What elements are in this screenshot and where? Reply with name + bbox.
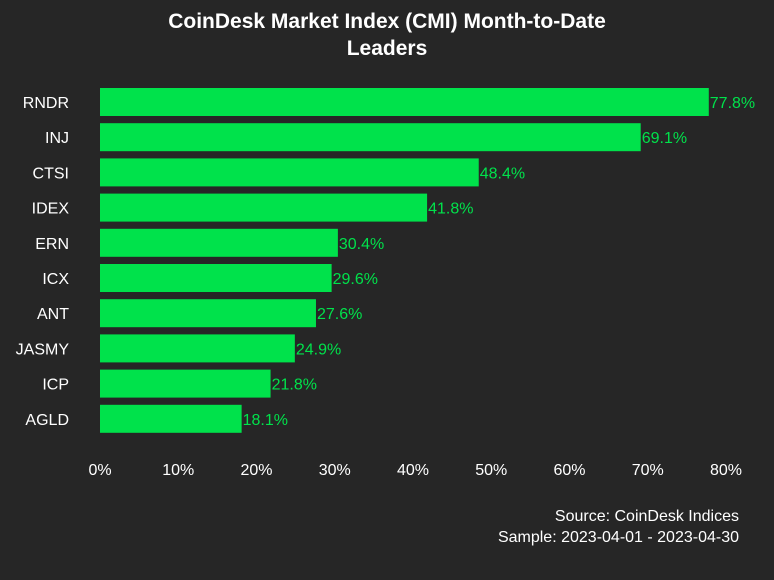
bar-idex	[100, 193, 428, 222]
x-tick-label-60: 60%	[553, 462, 585, 479]
x-tick-label-20: 20%	[240, 462, 272, 479]
value-label-ctsi: 48.4%	[480, 165, 525, 182]
value-label-icp: 21.8%	[272, 377, 317, 394]
category-label-ern: ERN	[35, 236, 69, 253]
bar-inj	[100, 123, 641, 152]
x-tick-label-50: 50%	[475, 462, 507, 479]
value-label-rndr: 77.8%	[710, 95, 755, 112]
category-label-rndr: RNDR	[23, 95, 69, 112]
bar-icx	[100, 264, 332, 292]
x-tick-label-70: 70%	[632, 462, 664, 479]
bar-ctsi	[100, 158, 479, 187]
value-label-jasmy: 24.9%	[296, 341, 341, 358]
value-label-inj: 69.1%	[642, 130, 687, 147]
value-label-ern: 30.4%	[339, 236, 384, 253]
bar-ant	[100, 299, 316, 328]
x-tick-label-40: 40%	[397, 462, 429, 479]
x-axis: 0% 10% 20% 30% 40% 50% 60% 70% 80%	[88, 462, 742, 479]
sample-note: Sample: 2023-04-01 - 2023-04-30	[497, 529, 739, 546]
chart-title-line-2: Leaders	[346, 37, 428, 60]
x-tick-label-80: 80%	[710, 462, 742, 479]
category-label-inj: INJ	[45, 130, 69, 147]
value-label-icx: 29.6%	[333, 271, 378, 288]
x-tick-label-0: 0%	[88, 462, 111, 479]
bar-icp	[100, 369, 271, 398]
source-note: Source: CoinDesk Indices	[554, 508, 739, 525]
bar-rndr	[100, 88, 709, 116]
category-label-icp: ICP	[42, 377, 69, 394]
value-label-ant: 27.6%	[317, 306, 362, 323]
bar-agld	[100, 404, 242, 433]
category-label-idex: IDEX	[32, 201, 70, 218]
value-label-agld: 18.1%	[243, 412, 288, 429]
value-label-idex: 41.8%	[428, 201, 473, 218]
category-labels-layer: RNDR INJ CTSI IDEX ERN ICX ANT JASMY ICP AGLD	[16, 95, 70, 429]
bars-layer	[100, 88, 709, 433]
value-labels-layer: 77.8% 69.1% 48.4% 41.8% 30.4% 29.6% 27.6% 24.9%…	[243, 95, 756, 429]
x-tick-label-30: 30%	[319, 462, 351, 479]
category-label-ctsi: CTSI	[33, 165, 69, 182]
category-label-agld: AGLD	[25, 412, 69, 429]
chart-title: CoinDesk Market Index (CMI) Month-to-Dat…	[0, 8, 774, 62]
category-label-icx: ICX	[42, 271, 69, 288]
bar-ern	[100, 228, 338, 257]
bar-jasmy	[100, 334, 295, 363]
chart-title-line-1: CoinDesk Market Index (CMI) Month-to-Dat…	[168, 10, 606, 33]
category-label-jasmy: JASMY	[16, 341, 70, 358]
x-tick-label-10: 10%	[162, 462, 194, 479]
category-label-ant: ANT	[37, 306, 69, 323]
